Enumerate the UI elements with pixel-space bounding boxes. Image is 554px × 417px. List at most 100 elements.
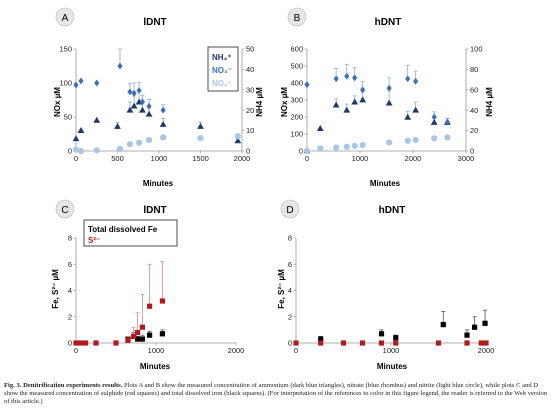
sulfide-square-point xyxy=(340,340,347,346)
no3-diamond-point xyxy=(117,62,123,70)
panel-c-plot: 0 1000 2000 0 2 4 6 8 xyxy=(68,234,245,355)
sulfide-square-point xyxy=(113,340,119,346)
iron-square-point xyxy=(378,331,385,337)
no2-circle-point xyxy=(72,146,80,153)
panel-d-title: hDNT xyxy=(379,205,406,216)
x-tick-label: 1000 xyxy=(352,154,369,163)
panel-c-title: lDNT xyxy=(143,205,166,216)
panel-a-title: lDNT xyxy=(143,17,166,28)
panel-b-plot: 0 1000 2000 3000010020030040050060002040608… xyxy=(290,45,482,163)
panel-d-letter: D xyxy=(286,205,293,216)
no2-circle-point xyxy=(317,145,324,152)
panel-d: D hDNT Minutes Fe, S²⁻ µM 0 1000 2000 0 2 4 6 8 xyxy=(277,199,495,371)
nh4-triangle-point xyxy=(343,106,351,113)
sulfide-square-point xyxy=(125,337,131,343)
sulfide-square-point xyxy=(293,340,299,346)
sulfide-square-point xyxy=(483,340,489,346)
y-tick-label: 200 xyxy=(290,113,303,122)
no3-diamond-point xyxy=(431,113,437,121)
x-tick-label: 0 xyxy=(294,346,298,355)
panel-b-letter: B xyxy=(294,13,301,24)
iron-square-point xyxy=(472,324,478,330)
panel-a-ylabel: NOx µM xyxy=(53,87,62,117)
panel-c-letter-circle xyxy=(55,199,75,219)
panel-a-letter-circle xyxy=(55,7,75,27)
no2-circle-point xyxy=(343,143,350,150)
y-right-tick-label: 60 xyxy=(470,85,478,94)
no3-diamond-point xyxy=(78,77,84,85)
panel-d-plot: 0 1000 2000 0 2 4 6 8 xyxy=(288,234,495,355)
no3-diamond-point xyxy=(405,75,411,83)
no3-diamond-point xyxy=(146,102,152,110)
panel-c-ylabel: Fe, S²⁻ µM xyxy=(51,269,60,309)
no3-diamond-point xyxy=(352,74,358,82)
nh4-triangle-point xyxy=(385,99,393,106)
caption-title: Denitrification experiments results. xyxy=(23,382,123,389)
iron-square-point xyxy=(318,336,324,342)
y-right-tick-label: 40 xyxy=(470,106,478,115)
no2-circle-point xyxy=(431,135,438,142)
y-tick-label: 0 xyxy=(68,339,72,348)
y-right-tick-label: 20 xyxy=(470,126,478,135)
no3-diamond-point xyxy=(344,72,350,80)
no2-circle-point xyxy=(116,145,124,153)
sulfide-square-point xyxy=(139,324,145,330)
x-tick-label: 1500 xyxy=(192,154,209,163)
nh4-triangle-point xyxy=(145,110,153,117)
no3-diamond-point xyxy=(444,118,451,126)
legend-fe-s-box xyxy=(83,219,178,247)
x-tick-label: 2000 xyxy=(405,154,422,163)
panel-b: B hDNT Minutes NOx µM NH4 µM 0 1000 2000 30… xyxy=(280,7,494,188)
nh4-triangle-point xyxy=(316,124,324,131)
no3-diamond-point xyxy=(136,87,142,94)
sulfide-square-point xyxy=(393,340,399,346)
no2-circle-point xyxy=(135,139,143,146)
y-tick-label: 400 xyxy=(290,79,303,88)
no3-diamond-point xyxy=(160,106,166,114)
sulfide-square-point xyxy=(435,340,442,346)
x-tick-label: 0 xyxy=(305,154,309,163)
nh4-triangle-point xyxy=(430,118,438,125)
x-tick-label: 1000 xyxy=(383,346,400,355)
panel-a-ylabel-right: NH4 µM xyxy=(255,87,264,117)
figure-caption: Fig. 3. Denitrification experiments resu… xyxy=(4,382,550,406)
nh4-triangle-point xyxy=(404,113,412,120)
iron-square-point xyxy=(159,331,165,337)
sulfide-square-point xyxy=(83,340,89,346)
no2-circle-point xyxy=(351,142,358,149)
x-tick-label: 3000 xyxy=(458,154,475,163)
y-right-tick-label: 40 xyxy=(246,65,254,74)
no3-diamond-point xyxy=(386,84,392,92)
panel-d-xlabel: Minutes xyxy=(377,362,408,371)
sulfide-square-point xyxy=(131,333,137,340)
iron-square-point xyxy=(139,336,145,342)
no3-diamond-point xyxy=(73,81,79,89)
iron-square-point xyxy=(440,322,446,328)
sulfide-square-point xyxy=(73,340,79,346)
sulfide-square-point xyxy=(478,340,484,346)
panel-d-ylabel: Fe, S²⁻ µM xyxy=(277,269,286,309)
x-tick-label: 2000 xyxy=(228,346,245,355)
nh4-triangle-point xyxy=(114,122,121,129)
y-tick-label: 0 xyxy=(299,147,303,156)
legend-no2-label: NO₂⁻ xyxy=(212,79,232,88)
y-tick-label: 100 xyxy=(290,130,303,139)
panel-b-title: hDNT xyxy=(375,17,402,28)
nh4-triangle-point xyxy=(159,120,167,127)
panel-b-ylabel: NOx µM xyxy=(280,87,289,117)
sulfide-square-point xyxy=(147,303,153,309)
x-tick-label: 2000 xyxy=(234,154,251,163)
nh4-triangle-point xyxy=(332,101,340,108)
legend-iron-label: Total dissolved Fe xyxy=(88,225,158,234)
legend-fe-s: Total dissolved Fe S²⁻ xyxy=(83,219,178,247)
y-right-tick-label: 100 xyxy=(470,45,483,54)
legend-sulfide-label: S²⁻ xyxy=(88,236,100,245)
caption-head: Fig. 3. xyxy=(4,382,22,389)
y-tick-label: 8 xyxy=(68,234,72,243)
y-tick-label: 0 xyxy=(288,339,292,348)
sulfide-square-point xyxy=(93,340,99,346)
no2-circle-point xyxy=(160,134,167,141)
no2-circle-point xyxy=(234,132,241,140)
panel-a-xlabel: Minutes xyxy=(143,179,174,188)
